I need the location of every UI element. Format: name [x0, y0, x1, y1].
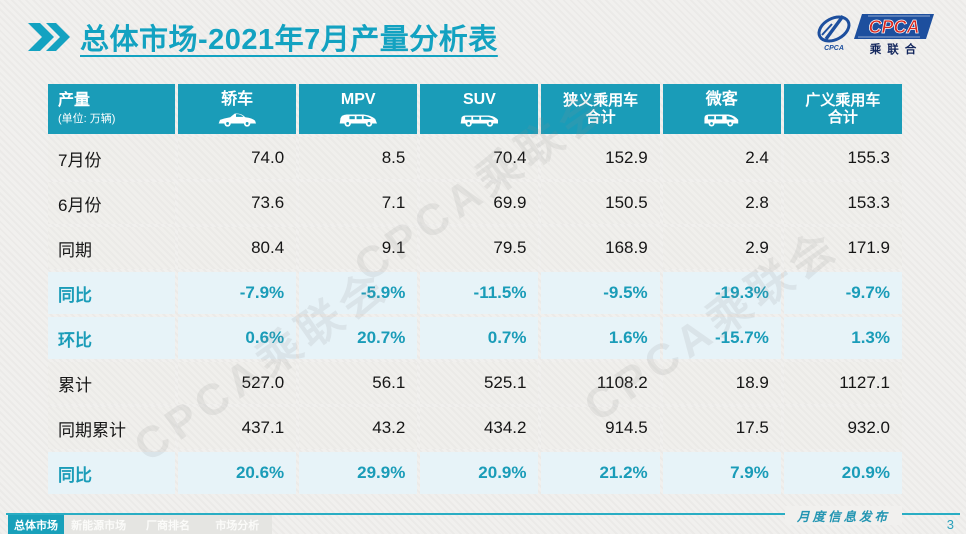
table-cell: 8.5 — [299, 137, 417, 179]
sedan-icon — [216, 111, 259, 127]
table-cell: 9.1 — [299, 227, 417, 269]
logo-cpca-text: CPCA — [868, 17, 919, 37]
page-number: 3 — [946, 517, 954, 532]
footer-nav-tabs: 总体市场 新能源市场 厂商排名 市场分析 — [8, 515, 272, 534]
logo-subtitle: 乘联合 — [869, 42, 923, 56]
col-header-production: 产量 (单位: 万辆) — [48, 84, 175, 134]
table-cell: 20.6% — [178, 452, 297, 494]
col-header-total-3: 狭义乘用车 合计 — [541, 84, 660, 134]
table-cell: 69.9 — [420, 182, 538, 224]
row-label: 累计 — [48, 362, 175, 404]
col-header-label: 广义乘用车 — [805, 91, 881, 109]
table-cell: 21.2% — [541, 452, 660, 494]
footer-divider — [6, 513, 960, 515]
col-header-suv: SUV — [420, 84, 539, 134]
table-cell: 7.9% — [662, 452, 781, 494]
row-label: 同比 — [48, 452, 175, 494]
table-cell: -9.5% — [541, 272, 660, 314]
table-cell: 20.9% — [420, 452, 539, 494]
row-label: 同期累计 — [48, 407, 175, 449]
col-header-label: SUV — [462, 90, 496, 108]
table-cell: 1.6% — [541, 317, 660, 359]
table-cell: 932.0 — [783, 407, 902, 449]
row-label: 同比 — [48, 272, 175, 314]
table-cell: -5.9% — [299, 272, 418, 314]
table-cell: 168.9 — [541, 227, 659, 269]
table-cell: 79.5 — [420, 227, 538, 269]
table-cell: 43.2 — [299, 407, 417, 449]
table-cell: 70.4 — [420, 137, 538, 179]
mpv-icon — [337, 111, 380, 127]
col-header-label: 轿车 — [221, 90, 254, 108]
table-cell: 2.4 — [662, 137, 781, 179]
table-cell: 7.1 — [299, 182, 417, 224]
row-label: 同期 — [48, 227, 175, 269]
table-cell: 2.8 — [662, 182, 781, 224]
suv-icon — [458, 111, 501, 127]
table-cell: 1127.1 — [783, 362, 902, 404]
table-cell: 153.3 — [783, 182, 902, 224]
table-cell: 914.5 — [541, 407, 659, 449]
table-cell: -7.9% — [178, 272, 297, 314]
table-cell: 1108.2 — [541, 362, 659, 404]
table-cell: 1.3% — [783, 317, 902, 359]
footer-tab-1[interactable]: 总体市场 — [8, 515, 64, 534]
row-label: 7月份 — [48, 137, 175, 179]
row-label: 6月份 — [48, 182, 175, 224]
table-cell: -9.7% — [783, 272, 902, 314]
table-cell: -11.5% — [420, 272, 539, 314]
table-cell: 171.9 — [783, 227, 902, 269]
col-header-label: 微客 — [705, 90, 738, 108]
col-header-total-5: 广义乘用车 合计 — [783, 84, 902, 134]
row-label: 环比 — [48, 317, 175, 359]
table-cell: 0.7% — [420, 317, 539, 359]
table-cell: 74.0 — [178, 137, 296, 179]
table-cell: 56.1 — [299, 362, 417, 404]
table-cell: 2.9 — [662, 227, 781, 269]
footer-tab-2[interactable]: 新能源市场 — [71, 519, 127, 532]
production-header-title: 产量 — [58, 92, 91, 110]
microvan-icon — [700, 111, 743, 127]
col-header-label: 狭义乘用车 — [563, 91, 639, 109]
col-header-label: MPV — [340, 90, 376, 108]
inactive-tab-strip: 新能源市场 厂商排名 市场分析 — [64, 515, 272, 534]
table-cell: 29.9% — [299, 452, 418, 494]
table-cell: 17.5 — [662, 407, 781, 449]
footer-tab-4[interactable]: 市场分析 — [215, 519, 260, 532]
footer-tab-3[interactable]: 厂商排名 — [145, 519, 190, 532]
footer-note: 月度信息发布 — [784, 506, 902, 525]
table-cell: 80.4 — [178, 227, 296, 269]
cpca-logo-icon: CPCA CPCA 乘联合 — [817, 14, 934, 56]
production-table: 产量 (单位: 万辆) 轿车 MPV SUV 狭义乘用车 合计 微客 广义乘用车 合计 7月份 7… — [48, 84, 902, 494]
table-cell: 20.9% — [783, 452, 902, 494]
col-header-label2: 合计 — [827, 109, 858, 126]
col-header-mpv: MPV — [299, 84, 418, 134]
logo-small-text: CPCA — [824, 45, 844, 52]
table-cell: 434.2 — [420, 407, 538, 449]
table-cell: 18.9 — [662, 362, 781, 404]
col-header-label2: 合计 — [585, 109, 616, 126]
table-cell: 20.7% — [299, 317, 418, 359]
table-cell: -15.7% — [662, 317, 781, 359]
table-cell: 527.0 — [178, 362, 296, 404]
table-cell: 0.6% — [178, 317, 297, 359]
table-cell: -19.3% — [662, 272, 781, 314]
table-cell: 155.3 — [783, 137, 902, 179]
table-cell: 150.5 — [541, 182, 659, 224]
table-cell: 152.9 — [541, 137, 659, 179]
cpca-logo: CPCA CPCA 乘联合 — [812, 8, 940, 60]
double-chevron-right-icon — [28, 23, 70, 51]
col-header-microvan: 微客 — [662, 84, 781, 134]
table-cell: 525.1 — [420, 362, 538, 404]
page-title: 总体市场-2021年7月产量分析表 — [80, 24, 498, 56]
title-bar: 总体市场-2021年7月产量分析表 — [26, 16, 498, 58]
table-cell: 73.6 — [178, 182, 296, 224]
production-header-unit: (单位: 万辆) — [58, 112, 116, 125]
col-header-sedan: 轿车 — [178, 84, 297, 134]
table-cell: 437.1 — [178, 407, 296, 449]
